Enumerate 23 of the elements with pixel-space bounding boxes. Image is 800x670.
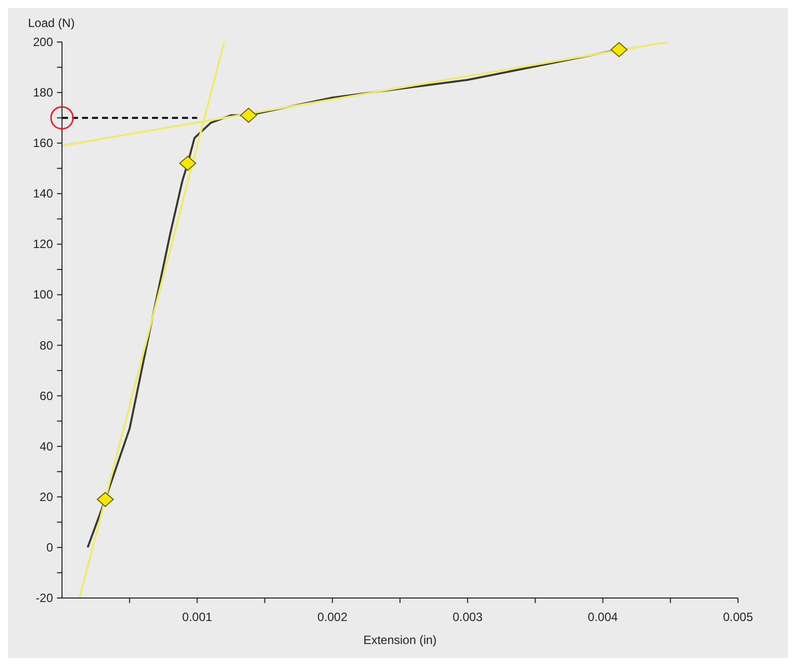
x-tick-label: 0.001	[182, 610, 213, 624]
point	[179, 156, 196, 171]
point	[240, 108, 258, 123]
x-tick-label: 0.003	[452, 610, 483, 624]
y-axis-title: Load (N)	[28, 16, 75, 30]
y-tick-label: 180	[32, 86, 54, 100]
y-tick-label: 140	[32, 186, 54, 201]
y-tick-label: 40	[40, 439, 54, 454]
point	[610, 42, 628, 58]
x-tick-label: 0.005	[722, 610, 754, 624]
x-tick-label: 0.004	[588, 610, 618, 624]
y-tick-label: 100	[32, 288, 54, 302]
y-tick-label: 0	[46, 540, 54, 554]
x-axis-title: Extension (in)	[363, 633, 437, 647]
y-tick-label: 80	[40, 338, 54, 352]
y-tick-label: -20	[36, 591, 54, 605]
y-tick-label: 120	[32, 237, 54, 252]
y-tick-label: 60	[40, 388, 54, 403]
x-tick-label: 0.002	[317, 610, 348, 624]
point	[96, 492, 114, 507]
y-tick-label: 160	[32, 136, 54, 150]
y-tick-label: 200	[32, 35, 54, 49]
y-tick-label: 20	[40, 490, 54, 504]
